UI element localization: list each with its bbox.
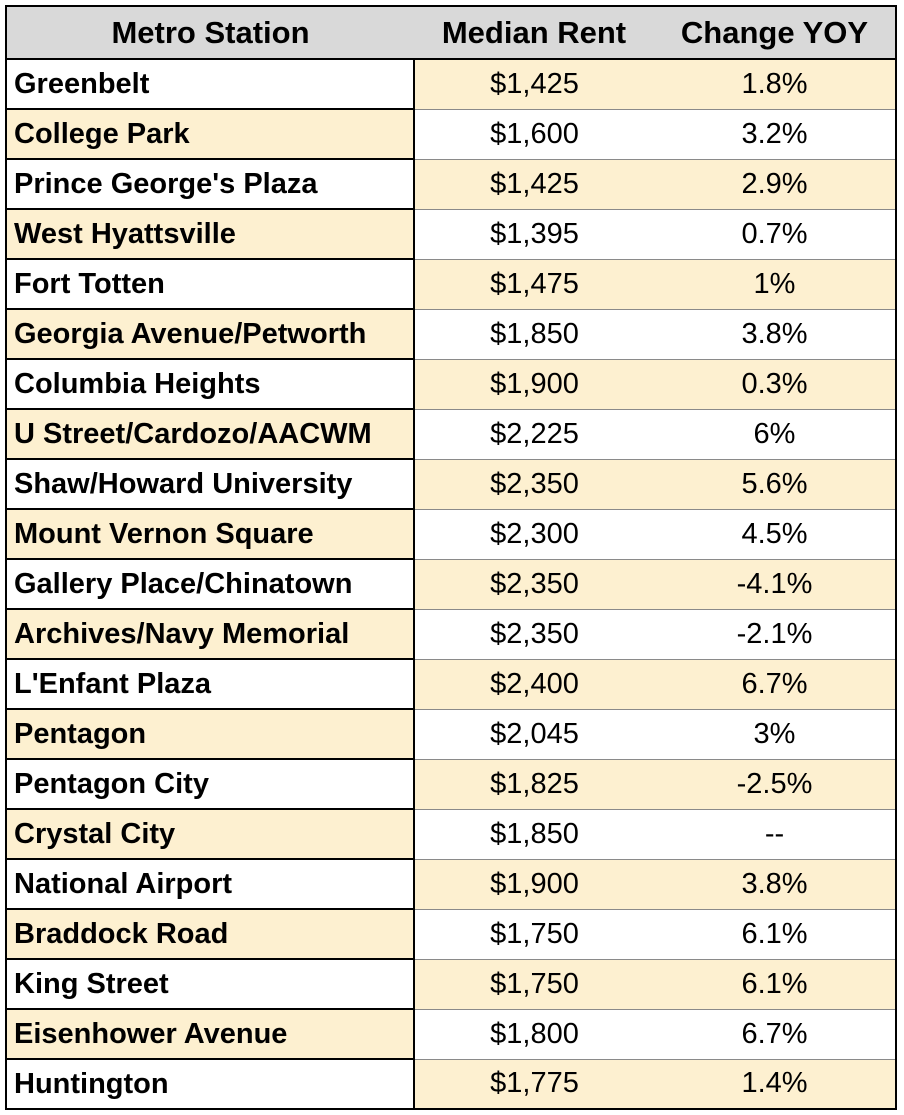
table-row: College Park $1,600 3.2% bbox=[6, 108, 896, 159]
change-yoy-cell: 0.7% bbox=[654, 208, 896, 259]
table-row: Fort Totten $1,475 1% bbox=[6, 258, 896, 309]
median-rent-cell: $2,350 bbox=[414, 458, 654, 509]
median-rent-cell: $2,350 bbox=[414, 558, 654, 609]
change-yoy-cell: 3.8% bbox=[654, 858, 896, 909]
table-row: Pentagon City $1,825 -2.5% bbox=[6, 758, 896, 809]
station-cell: Mount Vernon Square bbox=[6, 508, 415, 559]
header-metro-station: Metro Station bbox=[6, 6, 414, 60]
table-body: Greenbelt $1,425 1.8% College Park $1,600 3.2… bbox=[6, 58, 896, 1109]
median-rent-cell: $2,045 bbox=[414, 708, 654, 759]
change-yoy-cell: 0.3% bbox=[654, 358, 896, 409]
station-cell: Columbia Heights bbox=[6, 358, 415, 409]
change-yoy-cell: 2.9% bbox=[654, 158, 896, 209]
station-cell: Georgia Avenue/Petworth bbox=[6, 308, 415, 359]
header-change-yoy: Change YOY bbox=[654, 6, 896, 60]
table-row: Columbia Heights $1,900 0.3% bbox=[6, 358, 896, 409]
median-rent-cell: $1,800 bbox=[414, 1008, 654, 1059]
station-cell: Archives/Navy Memorial bbox=[6, 608, 415, 659]
change-yoy-cell: 6% bbox=[654, 408, 896, 459]
median-rent-cell: $1,900 bbox=[414, 358, 654, 409]
rent-table: Metro Station Median Rent Change YOY Gre… bbox=[5, 5, 897, 1110]
station-cell: Crystal City bbox=[6, 808, 415, 859]
station-cell: Pentagon City bbox=[6, 758, 415, 809]
table-row: Braddock Road $1,750 6.1% bbox=[6, 908, 896, 959]
table-row: Greenbelt $1,425 1.8% bbox=[6, 58, 896, 109]
table-row: Archives/Navy Memorial $2,350 -2.1% bbox=[6, 608, 896, 659]
table-row: Pentagon $2,045 3% bbox=[6, 708, 896, 759]
station-cell: Prince George's Plaza bbox=[6, 158, 415, 209]
median-rent-cell: $2,400 bbox=[414, 658, 654, 709]
change-yoy-cell: 3.2% bbox=[654, 108, 896, 159]
median-rent-cell: $1,600 bbox=[414, 108, 654, 159]
station-cell: Pentagon bbox=[6, 708, 415, 759]
header-median-rent: Median Rent bbox=[414, 6, 654, 60]
change-yoy-cell: 5.6% bbox=[654, 458, 896, 509]
station-cell: Shaw/Howard University bbox=[6, 458, 415, 509]
change-yoy-cell: 1% bbox=[654, 258, 896, 309]
change-yoy-cell: 6.7% bbox=[654, 658, 896, 709]
table-row: Huntington $1,775 1.4% bbox=[6, 1058, 896, 1109]
median-rent-cell: $1,775 bbox=[414, 1058, 654, 1109]
change-yoy-cell: -4.1% bbox=[654, 558, 896, 609]
median-rent-cell: $1,395 bbox=[414, 208, 654, 259]
table-row: Shaw/Howard University $2,350 5.6% bbox=[6, 458, 896, 509]
station-cell: Greenbelt bbox=[6, 58, 415, 109]
station-cell: National Airport bbox=[6, 858, 415, 909]
station-cell: Gallery Place/Chinatown bbox=[6, 558, 415, 609]
median-rent-cell: $2,300 bbox=[414, 508, 654, 559]
change-yoy-cell: -- bbox=[654, 808, 896, 859]
station-cell: L'Enfant Plaza bbox=[6, 658, 415, 709]
change-yoy-cell: 6.1% bbox=[654, 958, 896, 1009]
table-row: West Hyattsville $1,395 0.7% bbox=[6, 208, 896, 259]
median-rent-cell: $2,225 bbox=[414, 408, 654, 459]
table-row: Prince George's Plaza $1,425 2.9% bbox=[6, 158, 896, 209]
change-yoy-cell: -2.5% bbox=[654, 758, 896, 809]
table-row: King Street $1,750 6.1% bbox=[6, 958, 896, 1009]
change-yoy-cell: 3.8% bbox=[654, 308, 896, 359]
median-rent-cell: $1,750 bbox=[414, 958, 654, 1009]
table-row: Eisenhower Avenue $1,800 6.7% bbox=[6, 1008, 896, 1059]
median-rent-cell: $1,850 bbox=[414, 308, 654, 359]
median-rent-cell: $1,825 bbox=[414, 758, 654, 809]
median-rent-cell: $1,850 bbox=[414, 808, 654, 859]
change-yoy-cell: 3% bbox=[654, 708, 896, 759]
median-rent-cell: $1,475 bbox=[414, 258, 654, 309]
change-yoy-cell: 1.4% bbox=[654, 1058, 896, 1109]
change-yoy-cell: 4.5% bbox=[654, 508, 896, 559]
rent-table-container: Metro Station Median Rent Change YOY Gre… bbox=[5, 5, 897, 1110]
station-cell: Huntington bbox=[6, 1058, 415, 1109]
table-row: U Street/Cardozo/AACWM $2,225 6% bbox=[6, 408, 896, 459]
change-yoy-cell: 6.7% bbox=[654, 1008, 896, 1059]
table-row: L'Enfant Plaza $2,400 6.7% bbox=[6, 658, 896, 709]
station-cell: King Street bbox=[6, 958, 415, 1009]
table-row: Gallery Place/Chinatown $2,350 -4.1% bbox=[6, 558, 896, 609]
station-cell: Eisenhower Avenue bbox=[6, 1008, 415, 1059]
station-cell: Braddock Road bbox=[6, 908, 415, 959]
median-rent-cell: $1,750 bbox=[414, 908, 654, 959]
table-row: Crystal City $1,850 -- bbox=[6, 808, 896, 859]
table-row: National Airport $1,900 3.8% bbox=[6, 858, 896, 909]
table-row: Mount Vernon Square $2,300 4.5% bbox=[6, 508, 896, 559]
median-rent-cell: $1,900 bbox=[414, 858, 654, 909]
header-row: Metro Station Median Rent Change YOY bbox=[6, 6, 896, 60]
station-cell: College Park bbox=[6, 108, 415, 159]
station-cell: Fort Totten bbox=[6, 258, 415, 309]
station-cell: U Street/Cardozo/AACWM bbox=[6, 408, 415, 459]
table-row: Georgia Avenue/Petworth $1,850 3.8% bbox=[6, 308, 896, 359]
median-rent-cell: $1,425 bbox=[414, 158, 654, 209]
change-yoy-cell: -2.1% bbox=[654, 608, 896, 659]
station-cell: West Hyattsville bbox=[6, 208, 415, 259]
change-yoy-cell: 6.1% bbox=[654, 908, 896, 959]
change-yoy-cell: 1.8% bbox=[654, 58, 896, 109]
median-rent-cell: $2,350 bbox=[414, 608, 654, 659]
median-rent-cell: $1,425 bbox=[414, 58, 654, 109]
